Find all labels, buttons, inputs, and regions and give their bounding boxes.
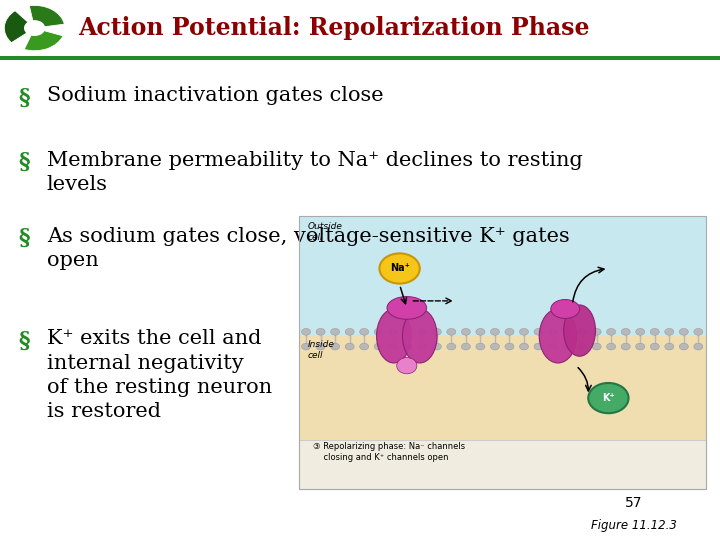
Ellipse shape <box>387 296 426 319</box>
Circle shape <box>447 328 456 335</box>
Circle shape <box>330 343 340 350</box>
Circle shape <box>563 343 572 350</box>
Text: §: § <box>18 151 30 173</box>
Circle shape <box>374 328 383 335</box>
Bar <box>299 336 706 440</box>
Circle shape <box>519 328 528 335</box>
Circle shape <box>432 343 441 350</box>
Text: §: § <box>18 86 30 109</box>
Circle shape <box>330 328 340 335</box>
Wedge shape <box>24 28 63 51</box>
Circle shape <box>534 343 543 350</box>
Circle shape <box>462 343 470 350</box>
Text: Sodium inactivation gates close: Sodium inactivation gates close <box>47 86 384 105</box>
Bar <box>299 216 706 489</box>
Circle shape <box>403 343 413 350</box>
Ellipse shape <box>397 357 417 374</box>
Circle shape <box>432 328 441 335</box>
Text: Figure 11.12.3: Figure 11.12.3 <box>590 519 677 532</box>
Circle shape <box>418 343 427 350</box>
Circle shape <box>694 343 703 350</box>
Circle shape <box>389 343 397 350</box>
Text: K⁺: K⁺ <box>602 393 615 403</box>
Circle shape <box>462 328 470 335</box>
Circle shape <box>607 343 616 350</box>
Circle shape <box>577 328 587 335</box>
Circle shape <box>563 328 572 335</box>
Circle shape <box>549 343 557 350</box>
Ellipse shape <box>564 305 595 356</box>
Circle shape <box>592 343 601 350</box>
Circle shape <box>476 328 485 335</box>
Circle shape <box>316 343 325 350</box>
Circle shape <box>316 328 325 335</box>
Circle shape <box>621 328 630 335</box>
Text: 57: 57 <box>625 496 642 510</box>
Circle shape <box>549 328 557 335</box>
Text: §: § <box>18 227 30 249</box>
Circle shape <box>694 328 703 335</box>
Bar <box>0 0 720 57</box>
Circle shape <box>490 328 500 335</box>
Circle shape <box>374 343 383 350</box>
Bar <box>299 440 706 489</box>
Circle shape <box>577 343 587 350</box>
Bar <box>299 216 706 336</box>
Text: Na⁺: Na⁺ <box>390 264 410 273</box>
Circle shape <box>360 328 369 335</box>
Circle shape <box>476 343 485 350</box>
Circle shape <box>345 328 354 335</box>
Text: Outside
cell: Outside cell <box>307 222 342 242</box>
Circle shape <box>650 343 660 350</box>
Wedge shape <box>30 5 64 28</box>
Circle shape <box>302 343 310 350</box>
Circle shape <box>505 343 514 350</box>
Circle shape <box>24 20 45 36</box>
Circle shape <box>679 343 688 350</box>
Text: ③ Repolarizing phase: Na⁻ channels
    closing and K⁺ channels open: ③ Repolarizing phase: Na⁻ channels closi… <box>313 442 465 462</box>
Circle shape <box>588 383 629 413</box>
Text: K⁺ exits the cell and
internal negativity
of the resting neuron
is restored: K⁺ exits the cell and internal negativit… <box>47 329 272 421</box>
Circle shape <box>534 328 543 335</box>
Circle shape <box>360 343 369 350</box>
Circle shape <box>607 328 616 335</box>
Circle shape <box>505 328 514 335</box>
Text: As sodium gates close, voltage-sensitive K⁺ gates
open: As sodium gates close, voltage-sensitive… <box>47 227 570 270</box>
Circle shape <box>665 328 674 335</box>
Circle shape <box>447 343 456 350</box>
Circle shape <box>345 343 354 350</box>
Text: §: § <box>18 329 30 352</box>
Circle shape <box>403 328 413 335</box>
Text: Action Potential: Repolarization Phase: Action Potential: Repolarization Phase <box>78 16 589 40</box>
Circle shape <box>636 343 644 350</box>
Circle shape <box>636 328 644 335</box>
Circle shape <box>592 328 601 335</box>
Circle shape <box>665 343 674 350</box>
Ellipse shape <box>402 309 437 363</box>
Circle shape <box>379 253 420 284</box>
Circle shape <box>490 343 500 350</box>
Bar <box>0 56 720 60</box>
Ellipse shape <box>539 309 577 363</box>
Text: Membrane permeability to Na⁺ declines to resting
levels: Membrane permeability to Na⁺ declines to… <box>47 151 582 194</box>
Circle shape <box>650 328 660 335</box>
Text: Inside
cell: Inside cell <box>307 340 334 360</box>
Circle shape <box>389 328 397 335</box>
Circle shape <box>302 328 310 335</box>
Ellipse shape <box>551 300 580 319</box>
Wedge shape <box>4 11 35 43</box>
Ellipse shape <box>377 309 411 363</box>
Circle shape <box>621 343 630 350</box>
Circle shape <box>418 328 427 335</box>
Circle shape <box>679 328 688 335</box>
Circle shape <box>519 343 528 350</box>
